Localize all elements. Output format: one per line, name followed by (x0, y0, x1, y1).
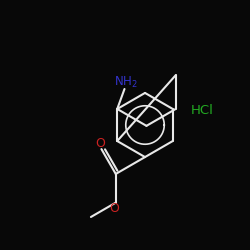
Text: NH$_2$: NH$_2$ (114, 74, 138, 90)
Text: O: O (110, 202, 120, 215)
Text: O: O (95, 137, 105, 150)
Text: HCl: HCl (191, 104, 214, 117)
